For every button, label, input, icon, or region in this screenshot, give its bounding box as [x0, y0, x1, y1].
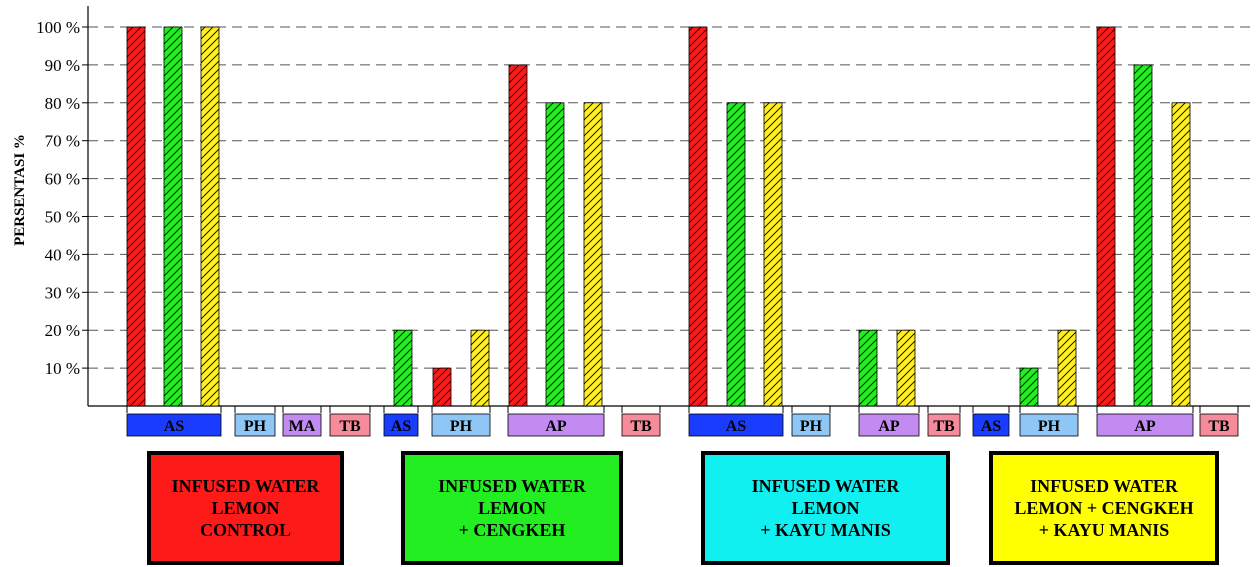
group-label-box: INFUSED WATER LEMON CONTROL: [147, 451, 344, 565]
category-label: PH: [244, 418, 267, 435]
bar-hatch: [126, 26, 146, 407]
category-box: [282, 413, 322, 437]
bar-hatch: [508, 64, 528, 407]
category-box: [507, 413, 605, 437]
group-label-box: INFUSED WATER LEMON + CENGKEH + KAYU MAN…: [989, 451, 1219, 565]
bar-hatch: [200, 26, 220, 407]
group-label-box: INFUSED WATER LEMON + CENGKEH: [401, 451, 623, 565]
bar-hatch: [393, 329, 413, 407]
category-box: [791, 413, 831, 437]
category-box: [383, 413, 419, 437]
y-tick-label: 70 %: [45, 132, 80, 151]
y-tick-label: 20 %: [45, 321, 80, 340]
category-box: [431, 413, 491, 437]
category-box: [126, 413, 222, 437]
bars: [126, 26, 1191, 407]
category-box: [621, 413, 661, 437]
category-label: PH: [450, 418, 473, 435]
y-axis-label: PERSENTASI %: [12, 134, 28, 246]
y-tick-label: 90 %: [45, 56, 80, 75]
category-box: [329, 413, 371, 437]
bar-hatch: [545, 102, 565, 407]
bar-hatch: [858, 329, 878, 407]
y-tick-label: 10 %: [45, 359, 80, 378]
category-box: [688, 413, 784, 437]
bar-hatch: [1171, 102, 1191, 407]
category-box: [927, 413, 961, 437]
category-label: AS: [164, 418, 185, 435]
category-label: AS: [981, 418, 1002, 435]
category-box: [234, 413, 276, 437]
category-label: AP: [545, 418, 567, 435]
bar-hatch: [896, 329, 916, 407]
category-label: TB: [339, 418, 361, 435]
category-box: [1019, 413, 1079, 437]
gridlines: 10 % 20 % 30 % 40 % 50 % 60 % 70 % 80 % 90 % 100 …: [36, 18, 1250, 378]
bar-hatch: [1019, 367, 1039, 407]
bar-hatch: [1096, 26, 1116, 407]
y-tick-label: 30 %: [45, 283, 80, 302]
category-label: TB: [933, 418, 955, 435]
category-label: AS: [726, 418, 747, 435]
category-label: TB: [630, 418, 652, 435]
bar-hatch: [583, 102, 603, 407]
category-box: [1096, 413, 1194, 437]
category-label: TB: [1208, 418, 1230, 435]
bar-hatch: [470, 329, 490, 407]
bar-hatch: [1133, 64, 1153, 407]
category-label: PH: [800, 418, 823, 435]
category-label: AP: [1134, 418, 1156, 435]
y-tick-label: 50 %: [45, 208, 80, 227]
category-labels: AS PH MA TB AS PH AP TB AS PH AP TB AS PH AP TB: [126, 413, 1239, 437]
category-label: MA: [289, 418, 316, 435]
bar-hatch: [163, 26, 183, 407]
y-tick-label: 80 %: [45, 94, 80, 113]
category-box: [1199, 413, 1239, 437]
bar-hatch: [688, 26, 708, 407]
bar-hatch: [432, 367, 452, 407]
y-tick-label: 40 %: [45, 245, 80, 264]
category-label: AS: [391, 418, 412, 435]
bar-hatch: [1057, 329, 1077, 407]
y-tick-label: 100 %: [36, 18, 80, 37]
bar-hatch: [726, 102, 746, 407]
category-box: [972, 413, 1010, 437]
group-label-box: INFUSED WATER LEMON + KAYU MANIS: [701, 451, 950, 565]
category-box: [858, 413, 920, 437]
category-label: AP: [878, 418, 900, 435]
bar-hatch: [763, 102, 783, 407]
y-tick-label: 60 %: [45, 170, 80, 189]
axes: [87, 6, 1250, 413]
category-label: PH: [1038, 418, 1061, 435]
